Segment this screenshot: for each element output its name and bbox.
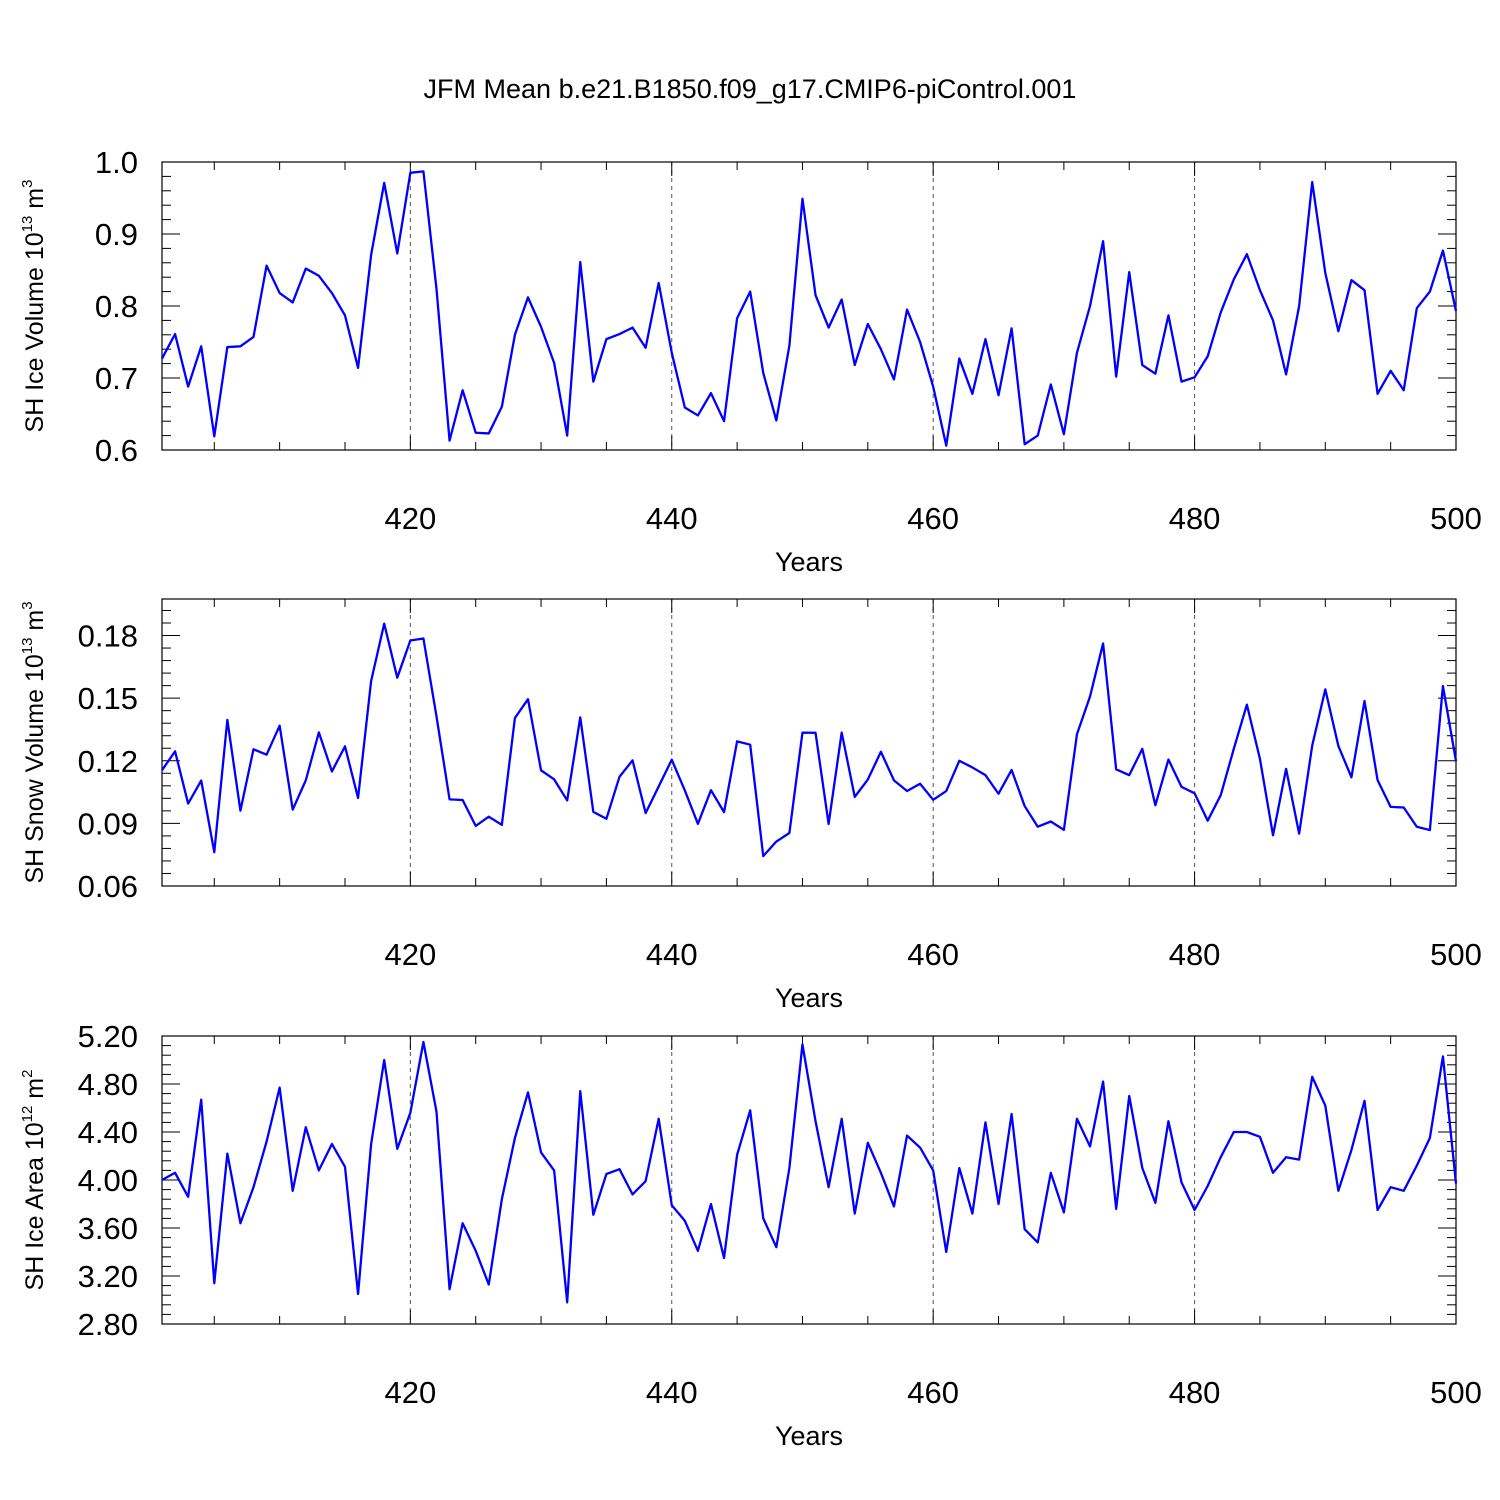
y-axis-label-main: SH Ice Volume 10 (21, 232, 49, 432)
plot-frame (161, 161, 1457, 451)
series-line (161, 1040, 1458, 1304)
y-axis-label: SH Snow Volume 1013 m3 (19, 601, 49, 883)
y-tick-label: 0.7 (95, 361, 138, 396)
y-tick-label: 1.0 (95, 145, 138, 180)
y-axis-label: SH Ice Volume 1013 m3 (19, 180, 49, 433)
x-tick-label: 420 (384, 937, 436, 972)
y-axis-label-exponent: 12 (19, 1106, 36, 1123)
y-tick-label: 0.6 (95, 433, 138, 468)
x-tick-label: 460 (907, 501, 959, 536)
y-axis-label-unit-exponent: 2 (19, 1070, 36, 1078)
x-tick-label: 480 (1169, 501, 1221, 536)
y-tick-label: 4.80 (78, 1067, 138, 1102)
y-tick-label: 0.09 (78, 806, 138, 841)
x-tick-label: 480 (1169, 937, 1221, 972)
y-axis-label-unit: m (21, 610, 49, 638)
panels: 420 440 460 480 500 Years 0.6 0.7 0.8 0.9 1.0 SH Ic… (19, 145, 1482, 1451)
series-line (161, 622, 1458, 858)
y-tick-label: 4.00 (78, 1163, 138, 1198)
x-tick-label: 440 (646, 937, 698, 972)
y-tick-label: 0.18 (78, 619, 138, 654)
x-tick-label: 440 (646, 501, 698, 536)
series-line (160, 170, 1458, 447)
panel-3: 420 440 460 480 500 Years 2.80 3.20 3.60 4.00 4.40… (19, 1019, 1482, 1451)
x-axis-label: Years (775, 547, 843, 577)
y-tick-label: 3.60 (78, 1211, 138, 1246)
y-axis-label-unit: m (21, 1078, 49, 1106)
chart-title: JFM Mean b.e21.B1850.f09_g17.CMIP6-piCon… (424, 74, 1077, 104)
x-tick-label: 480 (1169, 1375, 1221, 1410)
x-tick-label: 420 (384, 1375, 436, 1410)
y-tick-label: 0.12 (78, 744, 138, 779)
x-axis-label: Years (775, 983, 843, 1013)
x-axis-label: Years (775, 1421, 843, 1451)
x-tick-label: 460 (907, 937, 959, 972)
x-tick-label: 500 (1430, 501, 1482, 536)
x-tick-label: 440 (646, 1375, 698, 1410)
y-tick-label: 0.8 (95, 289, 138, 324)
y-tick-label: 3.20 (78, 1259, 138, 1294)
panel-1: 420 440 460 480 500 Years 0.6 0.7 0.8 0.9 1.0 SH Ic… (19, 145, 1482, 577)
y-tick-label: 2.80 (78, 1307, 138, 1342)
x-tick-label: 500 (1430, 937, 1482, 972)
y-axis-label-unit-exponent: 3 (19, 601, 36, 609)
y-tick-label: 4.40 (78, 1115, 138, 1150)
plot-frame (161, 598, 1457, 887)
y-axis-label: SH Ice Area 1012 m2 (19, 1070, 49, 1291)
y-axis-label-unit: m (21, 188, 49, 216)
y-axis-label-unit-exponent: 3 (19, 180, 36, 188)
y-axis-label-exponent: 13 (19, 638, 36, 655)
y-tick-label: 0.15 (78, 681, 138, 716)
x-tick-label: 460 (907, 1375, 959, 1410)
y-axis-label-exponent: 13 (19, 216, 36, 233)
y-axis-label-main: SH Ice Area 10 (21, 1122, 49, 1290)
y-tick-label: 0.9 (95, 217, 138, 252)
y-axis-label-main: SH Snow Volume 10 (21, 654, 49, 883)
y-tick-label: 5.20 (78, 1019, 138, 1054)
y-tick-label: 0.06 (78, 869, 138, 904)
panel-2: 420 440 460 480 500 Years 0.06 0.09 0.12 0.15 0.18… (19, 598, 1482, 1013)
x-tick-label: 500 (1430, 1375, 1482, 1410)
x-tick-label: 420 (384, 501, 436, 536)
